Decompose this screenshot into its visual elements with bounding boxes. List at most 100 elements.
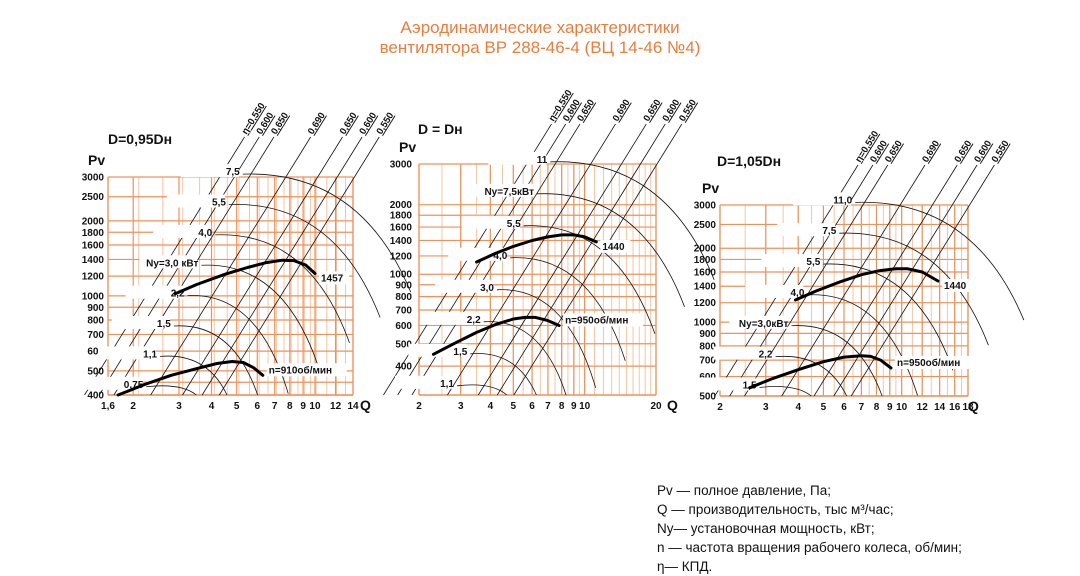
efficiency-label: 0,550 (990, 139, 1012, 165)
x-tick-label: 12 (917, 402, 929, 413)
y-tick-label: 1200 (82, 272, 105, 283)
efficiency-label: 0,690 (611, 98, 633, 124)
y-tick-label: 1800 (694, 255, 717, 266)
x-tick-label: 3 (458, 401, 464, 412)
chart-2: 2 3 4 5 6 7 8 9 10 203000200018001600140012001000… (383, 88, 715, 413)
y-tick-label: 1800 (390, 211, 413, 222)
x-tick-label: 7 (859, 402, 865, 413)
power-label: 7,5 (226, 167, 240, 178)
x-axis-label: Q (968, 398, 979, 414)
x-tick-label: 6 (841, 402, 847, 413)
curve-label: 1457 (321, 273, 344, 284)
power-curves: 1,5 2,2 Ny=3,0кВт 4,0 5,5 7,5 11,0 (697, 192, 1025, 397)
x-tick-label: 9 (887, 402, 893, 413)
x-tick-label: 1,6 (101, 401, 115, 412)
x-tick-label: 2 (717, 402, 723, 413)
x-tick-label: 12 (330, 401, 342, 412)
power-label: 3,0 (480, 283, 494, 294)
y-tick-label: 900 (395, 280, 412, 291)
y-tick-label: 500 (395, 339, 412, 350)
y-tick-label: 600 (395, 321, 412, 332)
chart-title-line2: вентилятора ВР 288-46-4 (ВЦ 14-46 №4) (379, 38, 701, 57)
legend-item-eta: η— КПД. (657, 559, 713, 574)
x-axis-label: Q (667, 397, 678, 413)
y-tick-label: 1200 (694, 298, 717, 309)
x-tick-label: 2 (416, 401, 422, 412)
y-tick-label: 800 (395, 292, 412, 303)
power-label: 2,2 (759, 350, 773, 361)
efficiency-label: 0,690 (920, 139, 942, 165)
subchart-title: D=1,05Dн (717, 153, 781, 169)
y-tick-label: 1400 (694, 282, 717, 293)
efficiency-label: 0,650 (642, 98, 664, 124)
x-tick-label: 5 (821, 402, 827, 413)
performance-curve (793, 267, 940, 302)
y-tick-label: 700 (395, 305, 412, 316)
y-tick-label: 2000 (390, 200, 413, 211)
curve-label: n=950об/мин (897, 357, 960, 369)
power-label: 0,75 (124, 380, 144, 391)
power-label: 4,0 (198, 228, 212, 239)
power-label: 1,5 (743, 380, 757, 391)
x-tick-label: 8 (287, 401, 293, 412)
performance-curve (431, 315, 561, 356)
power-label: 1,5 (157, 319, 171, 330)
legend: Pv — полное давление, Па; Q — производит… (657, 481, 962, 576)
y-tick-label: 3000 (694, 201, 717, 212)
x-tick-label: 7 (545, 401, 551, 412)
power-label: 5,5 (212, 198, 226, 209)
y-tick-label: 800 (699, 341, 716, 352)
y-tick-label: 400 (395, 362, 412, 373)
y-tick-label: 1200 (390, 251, 413, 262)
x-tick-label: 18 (962, 402, 974, 413)
chart-title-line1: Аэродинамические характеристики (400, 18, 680, 37)
power-label: 7,5 (822, 226, 836, 237)
y-tick-label: 1600 (390, 223, 413, 234)
curve-label: 1440 (944, 281, 967, 292)
x-tick-label: 2 (130, 401, 136, 412)
y-tick-label: 700 (699, 356, 716, 367)
x-tick-label: 4 (488, 401, 494, 412)
x-tick-label: 10 (309, 401, 321, 412)
efficiency-label: 0,550 (374, 111, 396, 137)
x-tick-label: 14 (934, 402, 946, 413)
power-label: Ny=7,5кВт (484, 187, 534, 198)
subchart-title: D=0,95Dн (108, 131, 172, 147)
y-axis-label: Pv (399, 139, 416, 155)
power-label: 5,5 (806, 257, 820, 268)
y-tick-label: 1400 (82, 255, 105, 266)
power-curves: 1,1 1,5 2,2 3,0 4,0 5,5 Ny=7,5кВт 11 (394, 151, 715, 396)
y-tick-label: 2500 (82, 192, 105, 203)
x-tick-label: 5 (511, 401, 517, 412)
x-tick-label: 3 (176, 401, 182, 412)
power-label: Ny=3,0 кВт (146, 258, 198, 269)
power-label: 5,5 (507, 219, 521, 230)
y-tick-label: 3000 (82, 173, 105, 184)
curve-label: 1440 (602, 242, 625, 253)
subchart-title: D = Dн (418, 121, 463, 137)
x-tick-label: 8 (874, 402, 880, 413)
x-tick-label: 10 (579, 401, 591, 412)
x-tick-label: 6 (255, 401, 261, 412)
y-tick-label: 1600 (694, 268, 717, 279)
legend-item-n: n — частота вращения рабочего колеса, об… (657, 540, 962, 555)
y-tick-label: 900 (87, 303, 104, 314)
x-tick-label: 9 (300, 401, 306, 412)
power-label: 2,2 (467, 315, 481, 326)
power-label: 11,0 (833, 195, 852, 206)
y-tick-label: 1000 (390, 270, 413, 281)
x-tick-label: 16 (949, 402, 961, 413)
x-tick-label: 6 (529, 401, 535, 412)
y-tick-label: 1000 (694, 318, 717, 329)
x-tick-label: 8 (559, 401, 565, 412)
power-label: 1,1 (440, 379, 454, 390)
legend-item-pv: Pv — полное давление, Па; (657, 483, 831, 498)
y-axis-label: Pv (88, 152, 105, 168)
curve-label: n=950об/мин (565, 314, 628, 326)
y-tick-label: 2000 (82, 216, 105, 227)
y-axis-label: Pv (702, 180, 719, 196)
x-tick-label: 3 (763, 402, 769, 413)
